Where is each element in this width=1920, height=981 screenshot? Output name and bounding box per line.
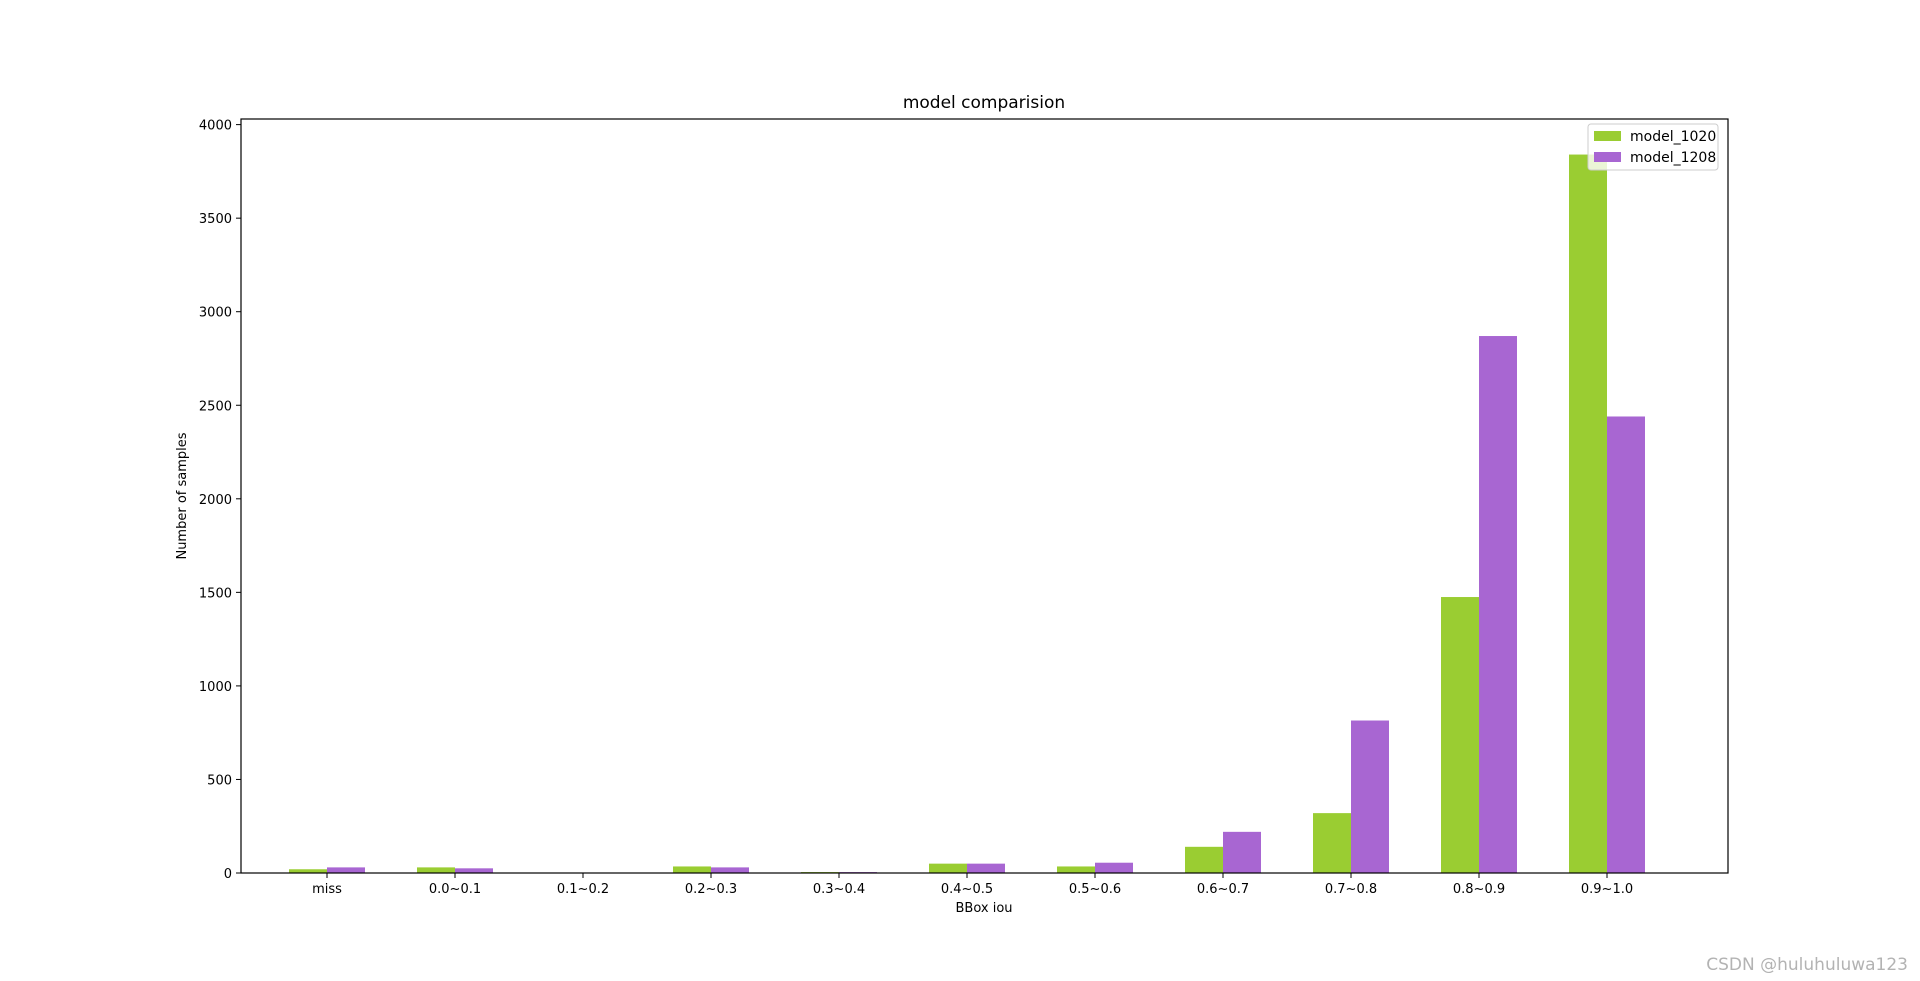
y-tick-label: 1000 [199,680,232,695]
legend-swatch-model_1020 [1594,131,1621,141]
x-tick-label: 0.4~0.5 [941,882,993,897]
chart-title: model comparision [903,93,1065,113]
x-tick-label: 0.5~0.6 [1069,882,1121,897]
y-tick-label: 3000 [199,306,232,321]
x-tick-label: 0.0~0.1 [429,882,481,897]
bar-model_1208-8 [1351,720,1389,873]
x-tick-label: 0.3~0.4 [813,882,865,897]
y-tick-label: 0 [224,867,232,882]
y-axis-label: Number of samples [175,432,190,559]
y-tick-label: 3500 [199,212,232,227]
bar-model_1020-6 [1057,866,1095,873]
watermark: CSDN @huluhuluwa123 [1706,955,1908,975]
x-tick-label: 0.1~0.2 [557,882,609,897]
bar-model_1020-1 [417,867,455,873]
legend: model_1020 model_1208 [1587,123,1719,171]
bar-model_1208-3 [711,867,749,873]
bar-model_1020-8 [1313,813,1351,873]
bar-model_1208-9 [1479,336,1517,874]
x-tick-label: 0.8~0.9 [1453,882,1505,897]
bar-model_1020-3 [673,866,711,873]
bar-model_1020-10 [1569,154,1607,873]
y-tick-label: 4000 [199,119,232,134]
bar-model_1020-5 [929,863,967,873]
y-tick-label: 2500 [199,399,232,414]
bar-model_1020-0 [289,869,327,873]
y-axis: 0 500 1000 1500 2000 2500 3000 3500 4000 [199,119,241,882]
bar-model_1208-5 [967,863,1005,873]
bar-model_1020-9 [1441,597,1479,873]
x-tick-label: 0.2~0.3 [685,882,737,897]
x-axis-label: BBox iou [955,901,1012,916]
x-tick-label: 0.7~0.8 [1325,882,1377,897]
bar-model_1208-6 [1095,862,1133,873]
x-tick-label: miss [312,882,342,897]
y-tick-label: 2000 [199,493,232,508]
bars-group [289,154,1645,874]
x-tick-label: 0.6~0.7 [1197,882,1249,897]
plot-frame [240,118,1729,874]
y-tick-label: 1500 [199,586,232,601]
bar-model_1208-7 [1223,831,1261,873]
x-tick-label: 0.9~1.0 [1581,882,1633,897]
y-tick-label: 500 [207,773,232,788]
bar-model_1208-0 [327,867,365,873]
legend-label-model_1020: model_1020 [1630,129,1716,145]
bar-model_1020-7 [1185,846,1223,873]
legend-swatch-model_1208 [1594,152,1621,162]
legend-label-model_1208: model_1208 [1630,150,1716,166]
bar-model_1208-10 [1607,416,1645,873]
bar-model_1208-1 [455,868,493,873]
x-axis: miss 0.0~0.1 0.1~0.2 0.2~0.3 0.3~0.4 0.4~0.5 0… [312,873,1633,897]
